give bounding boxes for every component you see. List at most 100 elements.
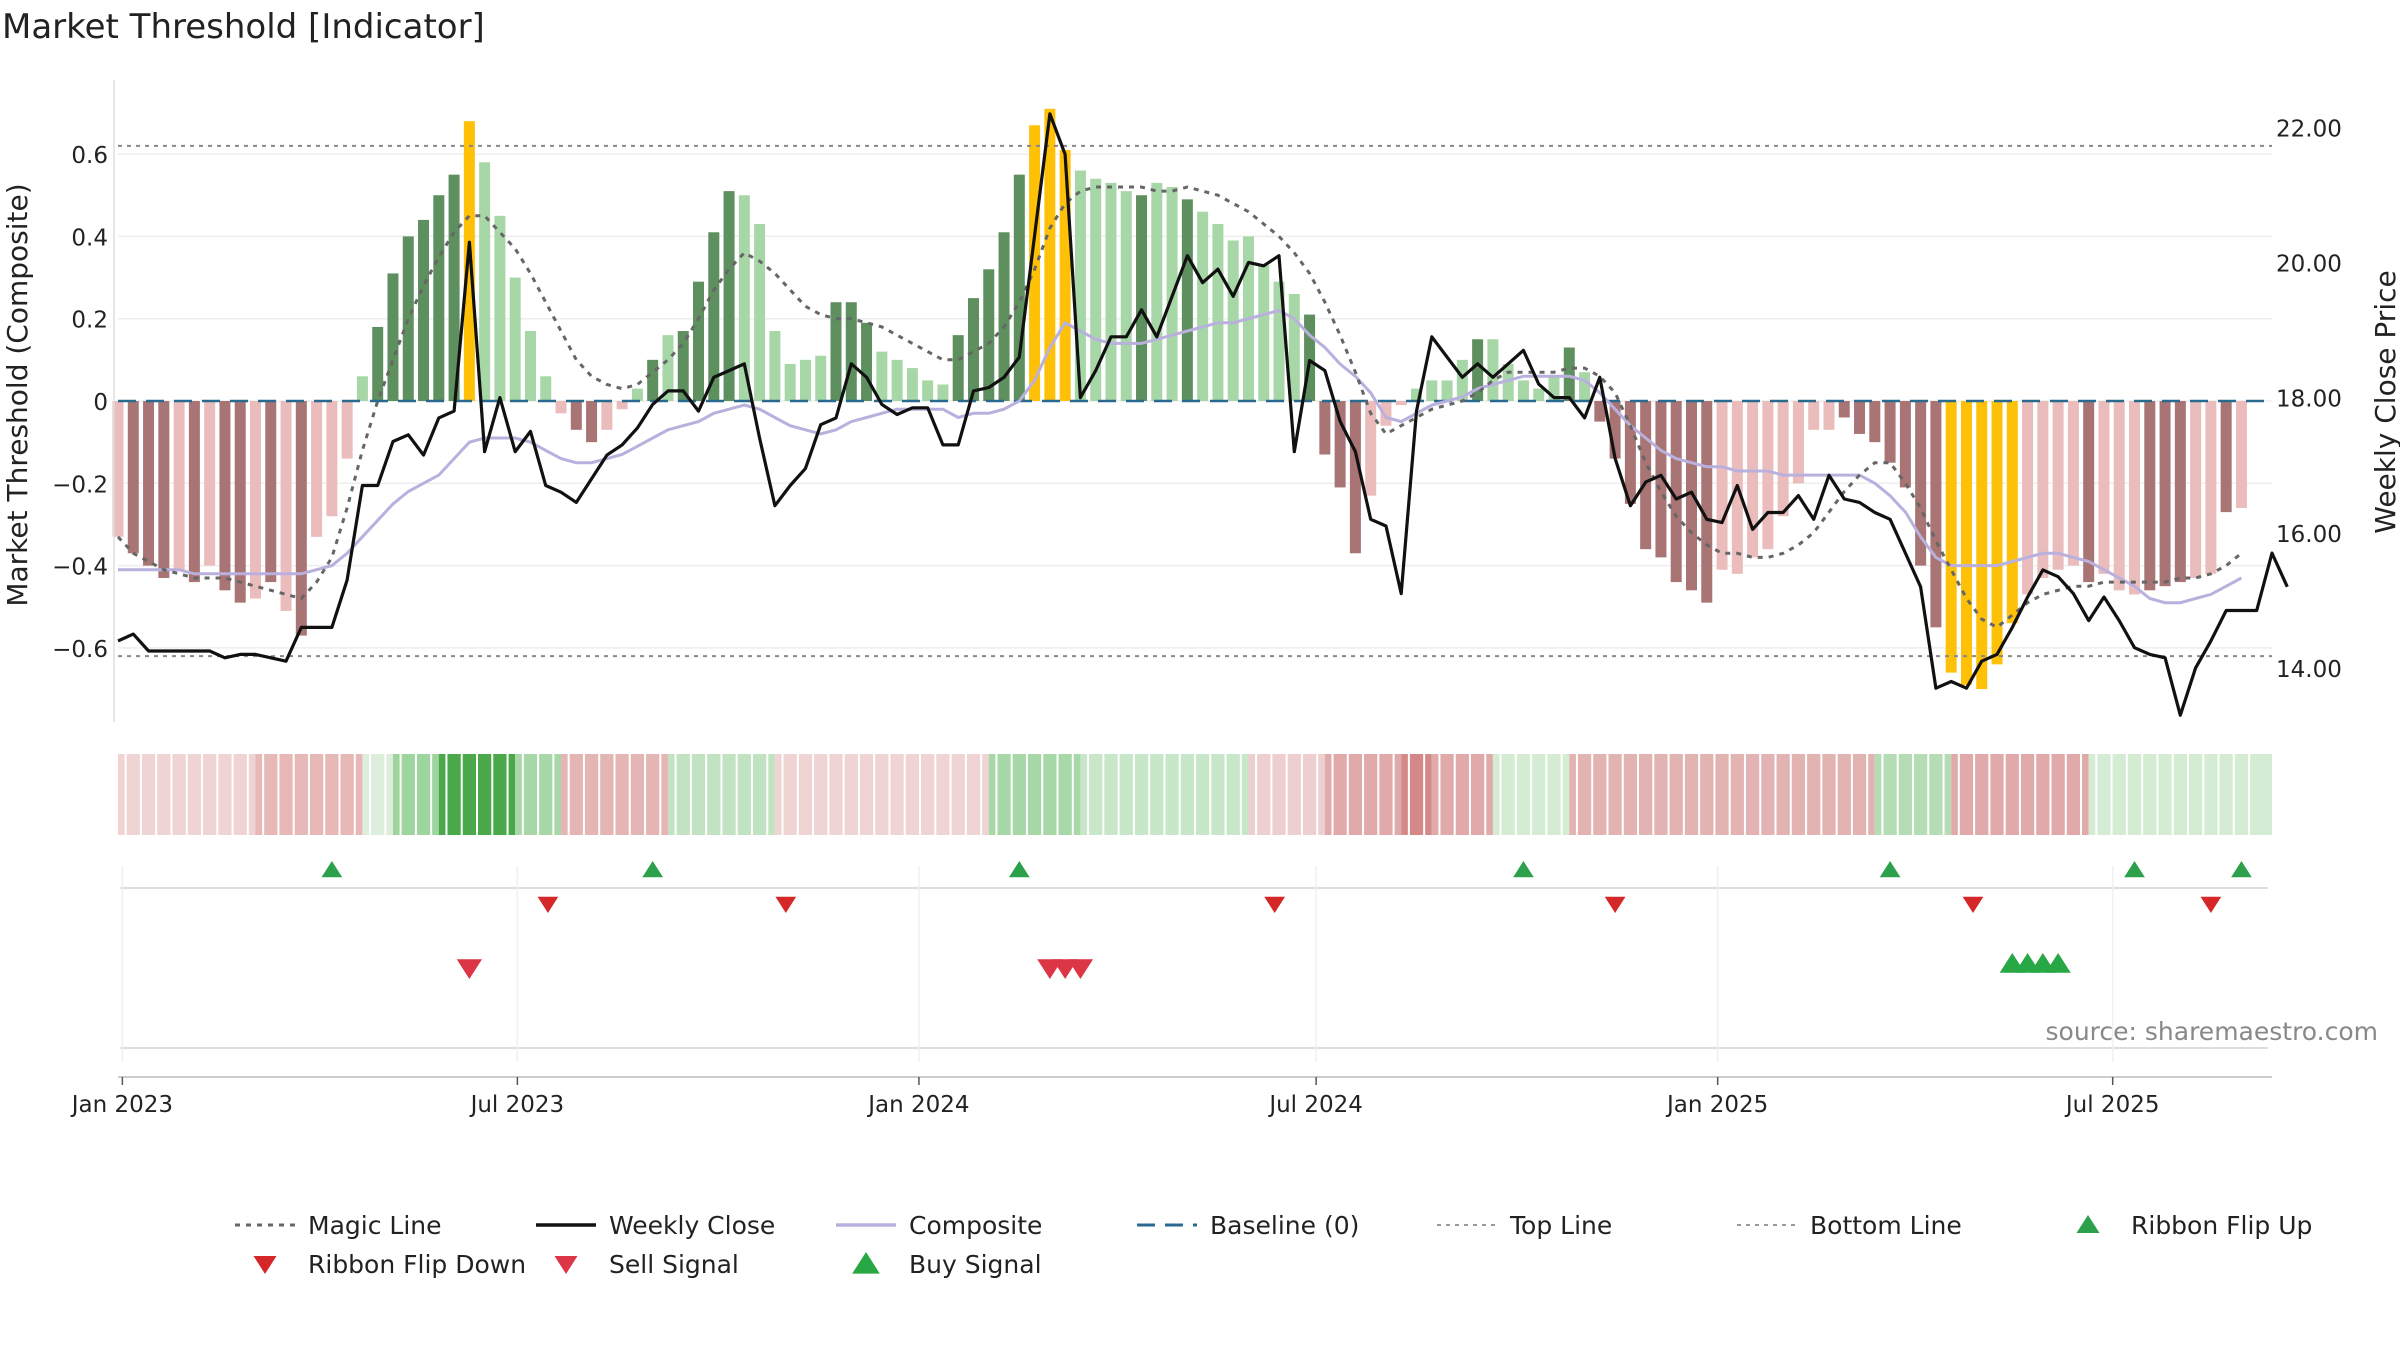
- composite-bar: [433, 195, 445, 401]
- composite-bar: [586, 401, 598, 443]
- composite-bar: [1533, 388, 1545, 401]
- x-tick-label: Jan 2025: [1665, 1092, 1768, 1118]
- legend-item: Composite: [836, 1211, 1042, 1240]
- composite-bar: [647, 359, 659, 401]
- y-tick-label: −0.2: [52, 472, 108, 498]
- ribbon-flip-up-marker: [1008, 861, 1030, 878]
- composite-bar: [2144, 401, 2156, 591]
- composite-bar: [983, 269, 995, 401]
- composite-line: [118, 308, 2243, 605]
- composite-bar: [173, 401, 185, 570]
- ribbon-flip-down-marker: [1264, 896, 1286, 913]
- legend-item: Magic Line: [235, 1211, 442, 1240]
- legend-label: Ribbon Flip Down: [308, 1250, 526, 1279]
- composite-bar: [1136, 195, 1148, 401]
- composite-bar: [677, 331, 689, 401]
- composite-bar: [2113, 401, 2125, 591]
- composite-bar: [1105, 182, 1117, 401]
- composite-bar: [1502, 363, 1514, 401]
- y-tick-label: −0.6: [52, 637, 108, 663]
- composite-bar: [1777, 401, 1789, 517]
- composite-bar: [1945, 401, 1957, 673]
- composite-bar: [249, 401, 261, 599]
- composite-bars: [112, 108, 2247, 690]
- composite-bar: [815, 355, 827, 401]
- composite-bar: [2205, 401, 2217, 574]
- composite-bar: [1960, 401, 1972, 685]
- ribbon-strip: [109, 754, 2272, 835]
- x-tick-label: Jan 2024: [866, 1092, 969, 1118]
- composite-bar: [1701, 401, 1713, 603]
- composite-bar: [2159, 401, 2171, 587]
- y-tick-label: 0.6: [71, 143, 108, 169]
- composite-bar: [494, 215, 506, 401]
- composite-bar: [952, 335, 964, 401]
- composite-bar: [922, 380, 934, 401]
- composite-bar: [1991, 401, 2003, 665]
- composite-bar: [723, 191, 735, 401]
- composite-bar: [1044, 108, 1056, 402]
- composite-bar: [311, 401, 323, 537]
- y-axis-label: Market Threshold (Composite): [1, 183, 34, 606]
- composite-bar: [1395, 401, 1407, 406]
- legend-item: Top Line: [1437, 1211, 1612, 1240]
- legend-label: Bottom Line: [1810, 1211, 1962, 1240]
- ribbon-segment: [1401, 754, 1432, 835]
- composite-bar: [387, 273, 399, 401]
- composite-bar: [234, 401, 246, 603]
- composite-bar: [1747, 401, 1759, 558]
- chart-title: Market Threshold [Indicator]: [2, 7, 485, 47]
- composite-bar: [1609, 401, 1621, 459]
- composite-bar: [616, 401, 628, 410]
- composite-bar: [2174, 401, 2186, 583]
- ribbon-flip-down-marker: [1962, 896, 1984, 913]
- ribbon-flip-up-marker: [1513, 861, 1534, 878]
- composite-bar: [906, 368, 918, 401]
- legend-label: Magic Line: [308, 1211, 442, 1240]
- ribbon-flip-down-marker: [2200, 896, 2222, 913]
- legend-item: Sell Signal: [554, 1250, 739, 1279]
- ribbon-segment: [1569, 754, 1875, 835]
- composite-bar: [1349, 401, 1361, 554]
- ribbon-flip-down-marker: [537, 896, 559, 913]
- ribbon-flip-up-marker: [642, 861, 664, 878]
- composite-bar: [693, 281, 705, 401]
- y2-tick-label: 20.00: [2276, 251, 2342, 277]
- composite-bar: [143, 401, 155, 566]
- composite-bar: [1655, 401, 1667, 558]
- ribbon-segment: [362, 754, 393, 835]
- composite-bar: [1334, 401, 1346, 488]
- series-lines: [116, 112, 2289, 717]
- y-tick-label: 0.4: [71, 225, 108, 251]
- composite-bar: [1640, 401, 1652, 550]
- composite-bar: [1670, 401, 1682, 583]
- composite-bar: [1120, 191, 1132, 401]
- composite-bar: [1838, 401, 1850, 418]
- composite-bar: [1976, 401, 1988, 690]
- composite-bar: [2037, 401, 2049, 578]
- composite-bar: [1029, 125, 1041, 402]
- y-tick-label: 0.2: [71, 308, 108, 334]
- composite-bar: [1548, 376, 1560, 401]
- ribbon-segment: [774, 754, 989, 835]
- legend-swatch: [554, 1256, 578, 1274]
- composite-bar: [1411, 388, 1423, 401]
- composite-bar: [1380, 401, 1392, 426]
- composite-bar: [2022, 401, 2034, 595]
- composite-bar: [540, 376, 552, 401]
- composite-bar: [509, 277, 521, 401]
- composite-bar: [967, 298, 979, 401]
- composite-bar: [1487, 339, 1499, 401]
- y-tick-label: −0.4: [52, 555, 108, 581]
- signal-markers: [120, 861, 2268, 1062]
- composite-bar: [1624, 401, 1636, 504]
- composite-bar: [891, 359, 903, 401]
- gridlines: [118, 153, 2272, 649]
- composite-bar: [1594, 401, 1606, 422]
- composite-bar: [356, 376, 368, 401]
- composite-bar: [799, 359, 811, 401]
- composite-bar: [1563, 347, 1575, 401]
- composite-bar: [1808, 401, 1820, 430]
